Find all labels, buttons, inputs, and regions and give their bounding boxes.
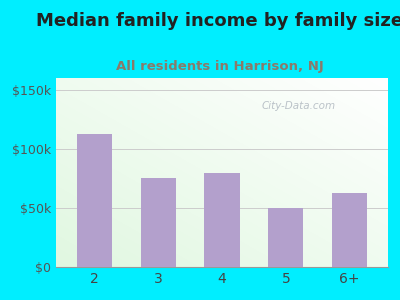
Bar — [77, 134, 112, 267]
Bar — [268, 208, 304, 267]
Text: Median family income by family size: Median family income by family size — [36, 12, 400, 30]
Text: All residents in Harrison, NJ: All residents in Harrison, NJ — [116, 60, 324, 73]
Bar — [332, 193, 367, 267]
Text: City-Data.com: City-Data.com — [261, 101, 336, 111]
Bar — [140, 178, 176, 267]
Bar — [204, 172, 240, 267]
